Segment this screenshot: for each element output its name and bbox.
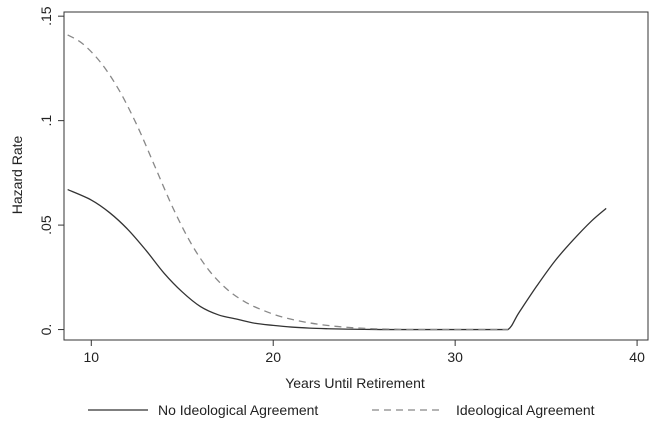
y-tick-label: .05 <box>38 215 54 235</box>
y-axis-title: Hazard Rate <box>9 135 25 214</box>
plot-border <box>63 11 649 341</box>
plot-frame-layer <box>63 11 649 341</box>
y-tick-label: .15 <box>38 6 54 26</box>
x-axis-title: Years Until Retirement <box>285 375 425 391</box>
x-tick-label: 10 <box>84 349 100 365</box>
y-tick-label: 0. <box>38 324 54 336</box>
x-tick-label: 40 <box>629 349 645 365</box>
y-tick-label: .1 <box>38 115 54 127</box>
legend-label: Ideological Agreement <box>456 402 595 418</box>
legend-label: No Ideological Agreement <box>158 402 318 418</box>
x-tick-label: 30 <box>447 349 463 365</box>
x-tick-label: 20 <box>265 349 281 365</box>
series-line-ideological-agreement <box>67 34 508 331</box>
series-layer <box>67 34 607 331</box>
axes-layer: 10 20 30 40 0. .05 .1 .15 <box>38 6 645 365</box>
legend: No Ideological Agreement Ideological Agre… <box>88 402 595 418</box>
series-line-no-ideological-agreement <box>67 188 607 331</box>
